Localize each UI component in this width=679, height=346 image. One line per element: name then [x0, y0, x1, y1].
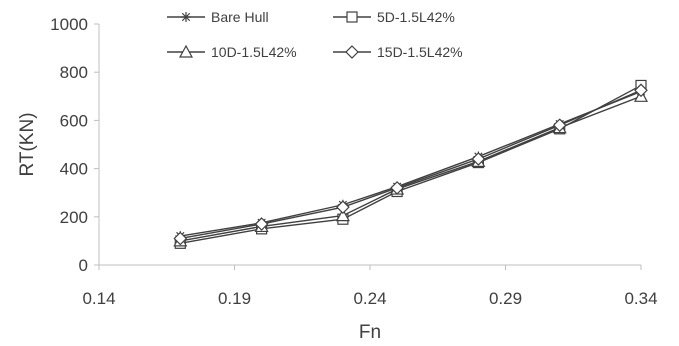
x-tick-label: 0.29	[489, 289, 522, 308]
series-line-2	[180, 84, 642, 244]
data-point-diamond	[254, 217, 269, 231]
x-axis-title: Fn	[359, 322, 381, 343]
y-tick-label: 1000	[50, 15, 88, 34]
x-tick-label: 0.14	[82, 289, 115, 308]
series-line-4	[180, 89, 642, 240]
axes: 0 200 400 600 800 1000 0.14 0.19 0.24 0.29 0.34	[50, 15, 657, 308]
series-markers	[173, 79, 649, 249]
x-tick-label: 0.24	[353, 289, 386, 308]
data-point-diamond	[471, 152, 486, 166]
y-tick-label: 0	[79, 256, 88, 275]
data-point-diamond	[173, 231, 188, 246]
legend-marker-triangle	[178, 44, 194, 58]
series-line-1	[180, 90, 642, 237]
y-tick-label: 400	[60, 160, 88, 179]
data-point-diamond	[390, 181, 404, 195]
legend-label: 10D-1.5L42%	[211, 44, 297, 60]
y-tick-label: 200	[60, 208, 88, 227]
legend-label: 15D-1.5L42%	[377, 44, 463, 60]
data-point-diamond	[552, 118, 567, 133]
legend: Bare Hull 5D-1.5L42% 10D-1.5L42% 15D-1.5L42…	[167, 9, 463, 60]
legend-marker-asterisk	[181, 12, 191, 22]
x-tick-label: 0.19	[218, 289, 251, 308]
data-point-diamond	[634, 83, 648, 98]
data-point-diamond	[336, 200, 350, 215]
y-tick-label: 600	[60, 111, 88, 130]
y-tick-label: 800	[60, 63, 88, 82]
legend-marker-diamond	[345, 45, 359, 59]
series-line-3	[180, 95, 642, 242]
series-lines	[180, 84, 642, 244]
y-axis-title: RT(KN)	[17, 112, 38, 176]
data-point-triangle	[335, 208, 350, 222]
x-tick-label: 0.34	[624, 289, 657, 308]
legend-label: Bare Hull	[211, 9, 269, 25]
legend-label: 5D-1.5L42%	[377, 9, 455, 25]
legend-marker-square	[346, 11, 358, 23]
